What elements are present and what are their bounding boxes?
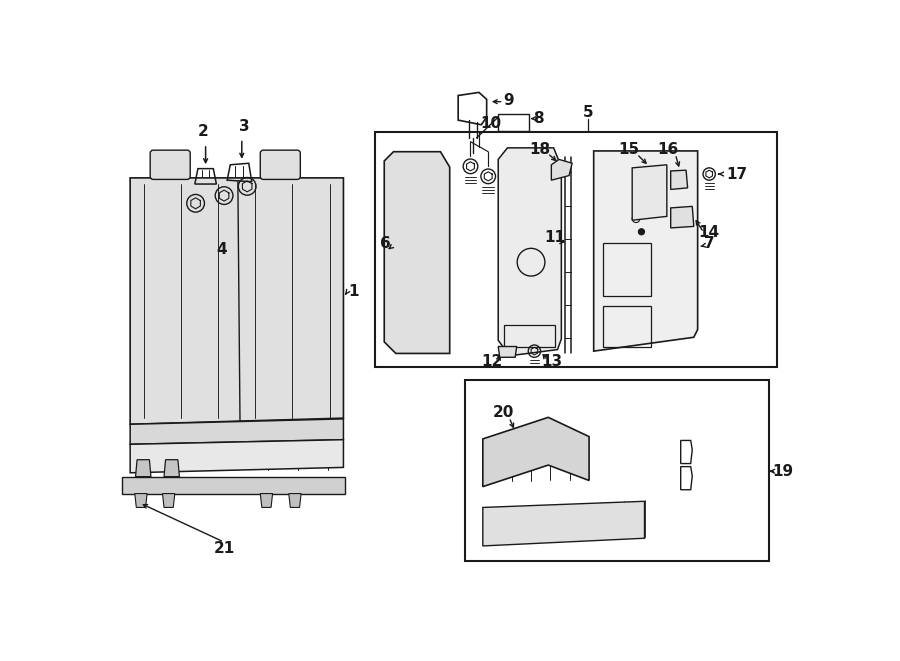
Text: 9: 9 (504, 93, 514, 108)
Polygon shape (130, 440, 344, 473)
Text: 11: 11 (544, 231, 566, 245)
Polygon shape (130, 419, 344, 444)
Polygon shape (135, 494, 147, 508)
Polygon shape (136, 459, 151, 477)
Polygon shape (482, 417, 590, 486)
Polygon shape (499, 148, 562, 356)
Polygon shape (632, 165, 667, 220)
Polygon shape (552, 159, 572, 180)
FancyBboxPatch shape (260, 150, 301, 179)
Polygon shape (499, 346, 517, 358)
Polygon shape (670, 170, 688, 190)
Text: 17: 17 (726, 167, 748, 182)
Text: 15: 15 (618, 142, 640, 157)
Polygon shape (289, 494, 302, 508)
Text: 4: 4 (216, 242, 227, 257)
Bar (499, 114, 529, 131)
Polygon shape (594, 151, 698, 351)
Polygon shape (670, 206, 694, 228)
Text: 13: 13 (542, 354, 562, 369)
Text: 19: 19 (772, 464, 794, 479)
Text: 3: 3 (238, 119, 249, 134)
Text: 2: 2 (198, 124, 209, 139)
FancyBboxPatch shape (150, 150, 190, 179)
Text: 5: 5 (583, 105, 594, 120)
Polygon shape (384, 152, 450, 354)
Text: 14: 14 (698, 225, 720, 240)
Text: 12: 12 (482, 354, 503, 369)
Bar (603, 307, 651, 346)
Polygon shape (164, 459, 179, 477)
Polygon shape (482, 501, 644, 546)
Text: 1: 1 (348, 284, 359, 299)
Text: 6: 6 (381, 236, 392, 251)
Text: 18: 18 (529, 142, 551, 157)
Text: 21: 21 (213, 541, 235, 556)
Bar (375, 132, 777, 367)
Text: 16: 16 (657, 142, 679, 157)
Polygon shape (122, 477, 345, 494)
Text: 10: 10 (481, 116, 501, 131)
Bar (504, 325, 555, 346)
Circle shape (638, 229, 644, 235)
Bar (603, 243, 651, 295)
Text: 8: 8 (533, 111, 544, 126)
Polygon shape (163, 494, 175, 508)
Text: 20: 20 (493, 405, 514, 420)
Polygon shape (260, 494, 273, 508)
Text: 7: 7 (704, 236, 715, 251)
Polygon shape (130, 178, 344, 424)
Bar (465, 380, 770, 561)
